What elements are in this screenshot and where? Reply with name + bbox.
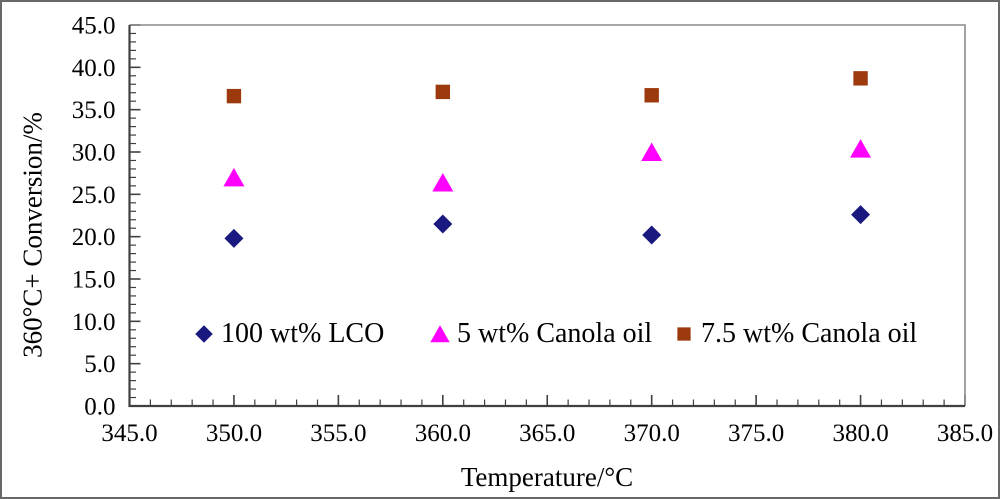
svg-text:30.0: 30.0 [72,140,116,167]
svg-text:365.0: 365.0 [519,420,575,447]
svg-text:385.0: 385.0 [937,420,993,447]
svg-text:0.0: 0.0 [84,394,115,421]
svg-text:15.0: 15.0 [72,267,116,294]
svg-text:35.0: 35.0 [72,97,116,124]
svg-text:360.0: 360.0 [415,420,471,447]
svg-text:20.0: 20.0 [72,224,116,251]
svg-text:380.0: 380.0 [832,420,888,447]
svg-text:345.0: 345.0 [101,420,157,447]
svg-text:25.0: 25.0 [72,182,116,209]
x-axis-title: Temperature/°C [460,462,634,492]
svg-text:5.0: 5.0 [84,351,115,378]
svg-text:375.0: 375.0 [728,420,784,447]
svg-text:40.0: 40.0 [72,55,116,82]
y-axis-title: 360°C+ Conversion/% [17,112,48,358]
svg-text:350.0: 350.0 [206,420,262,447]
svg-text:10.0: 10.0 [72,309,116,336]
svg-text:370.0: 370.0 [624,420,680,447]
svg-text:45.0: 45.0 [72,13,116,40]
svg-text:355.0: 355.0 [310,420,366,447]
